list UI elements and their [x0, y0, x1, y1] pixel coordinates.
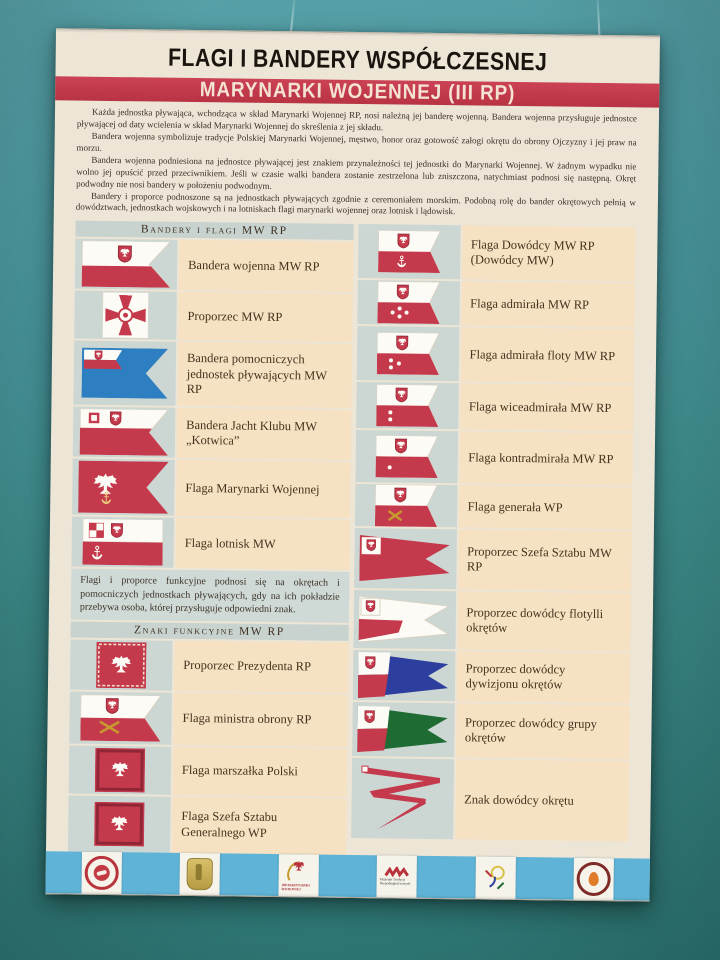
flag-row: Flaga Dowódcy MW RP (Dowódcy MW): [357, 224, 636, 282]
flag-row: Proporzec Szefa Sztabu MW RP: [353, 528, 632, 592]
flag-proporzec-prezydenta-icon: [69, 639, 173, 691]
flag-row: Proporzec MW RP: [74, 290, 353, 343]
flag-label: Flaga ministra obrony RP: [182, 710, 312, 727]
poster-title: FLAGI I BANDERY WSPÓŁCZESNEJ: [167, 44, 548, 77]
flag-row: Proporzec dowódcy dywizjonu okrętów: [352, 650, 631, 704]
right-column: Flaga Dowódcy MW RP (Dowódcy MW) Flaga a…: [350, 224, 636, 858]
flag-label: Flaga kontradmirała MW RP: [468, 449, 614, 466]
flag-label: Bandera pomocniczych jednostek pływający…: [186, 350, 327, 397]
logo-caption: 100 MARYNARKI WOJENNEJ: [281, 883, 310, 892]
flag-row: Proporzec Prezydenta RP: [69, 639, 349, 693]
flag-label: Znak dowódcy okrętu: [464, 791, 574, 808]
flag-row: Flaga Marynarki Wojennej: [72, 458, 351, 519]
flag-label: Bandera Jacht Klubu MW „Kotwica”: [185, 417, 317, 448]
flag-label: Flaga Marynarki Wojennej: [185, 480, 320, 497]
flag-label: Flaga admirała floty MW RP: [469, 346, 616, 363]
flag-wiceadmirala-icon: [355, 382, 459, 430]
flag-row: Proporzec dowódcy grupy okrętów: [351, 702, 630, 760]
flag-label: Proporzec dowódcy flotylli okrętów: [466, 605, 604, 636]
flag-row: Flaga kontradmirała MW RP: [354, 430, 634, 486]
flag-marszalka-icon: [68, 745, 172, 795]
flag-row: Flaga admirała MW RP: [356, 280, 635, 328]
intro-text: Każda jednostka pływająca, wchodząca w s…: [76, 107, 637, 221]
flag-marynarki-wojennej-icon: [72, 458, 175, 517]
flag-label: Flaga Dowódcy MW RP (Dowódcy MW): [470, 237, 595, 268]
flag-row: Proporzec dowódcy flotylli okrętów: [352, 590, 632, 652]
flag-label: Bandera wojenna MW RP: [188, 257, 320, 274]
logo-caption: Muzeum Tradycji Niepodległościowych: [379, 877, 411, 886]
functional-flags-note: Flagi i proporce funkcyjne podnosi się n…: [70, 568, 349, 623]
flag-row: Bandera pomocniczych jednostek pływający…: [73, 340, 352, 409]
flag-row: Flaga wiceadmirała MW RP: [355, 382, 634, 432]
100-years-navy-logo: 100 MARYNARKI WOJENNEJ: [278, 853, 319, 897]
flag-jacht-klub-icon: [72, 406, 176, 459]
section-header-bandery: Bandery i flagi MW RP: [75, 220, 354, 241]
znak-dowodcy-okretu-icon: [350, 758, 454, 840]
flag-label: Flaga Szefa Sztabu Generalnego WP: [181, 809, 278, 840]
flag-bandera-pomocniczych-icon: [73, 340, 177, 407]
flag-label: Proporzec Szefa Sztabu MW RP: [466, 544, 612, 574]
flag-generala-wp-icon: [354, 484, 457, 528]
museum-poster: FLAGI I BANDERY WSPÓŁCZESNEJ MARYNARKI W…: [45, 28, 660, 902]
flag-admirala-icon: [356, 280, 460, 326]
proporzec-grupy-icon: [351, 702, 455, 758]
section-header-znaki: Znaki funkcyjne MW RP: [70, 621, 349, 641]
flag-label: Proporzec MW RP: [187, 308, 283, 324]
flag-label: Flaga marszałka Polski: [181, 762, 299, 779]
flag-bandera-wojenna-icon: [74, 238, 178, 291]
flag-label: Flaga lotnisk MW: [184, 535, 276, 551]
flag-row: Flaga generała WP: [354, 484, 633, 530]
flag-row: Flaga lotnisk MW: [71, 516, 350, 571]
flag-label: Proporzec dowódcy dywizjonu okrętów: [465, 661, 566, 692]
round-maroon-flame-logo: [573, 857, 614, 901]
flag-label: Flaga admirała MW RP: [470, 295, 590, 312]
flag-kontradmirala-icon: [354, 430, 458, 484]
poster-subtitle-band: MARYNARKI WOJENNEJ (III RP): [55, 76, 660, 109]
left-column: Bandery i flagi MW RP Bandera wojenna MW…: [67, 220, 354, 855]
flag-admirala-floty-icon: [356, 326, 459, 382]
round-red-emblem-logo: [81, 851, 122, 895]
flag-row: Flaga ministra obrony RP: [69, 691, 348, 747]
flag-szefa-sztabu-gen-icon: [67, 795, 171, 853]
flag-label: Flaga wiceadmirała MW RP: [468, 398, 612, 415]
proporzec-flotylli-icon: [352, 590, 456, 650]
flag-row: Flaga marszałka Polski: [68, 745, 347, 797]
poster-subtitle: MARYNARKI WOJENNEJ (III RP): [199, 78, 516, 106]
proporzec-szefa-sztabu-icon: [353, 528, 457, 590]
flag-lotnisk-icon: [71, 516, 175, 569]
museum-traditions-logo: Muzeum Tradycji Niepodległościowych: [376, 855, 418, 898]
colorful-abstract-logo: [474, 856, 516, 899]
flag-ministra-obrony-icon: [69, 691, 172, 745]
flag-proporzec-mw-icon: [74, 290, 177, 341]
flag-row: Bandera wojenna MW RP: [74, 238, 353, 293]
poster-top-rail: [56, 28, 660, 38]
gold-crest-logo: [179, 852, 221, 896]
flag-label: Flaga generała WP: [467, 498, 563, 515]
flag-label: Proporzec dowódcy grupy okrętów: [464, 715, 598, 746]
flag-label: Proporzec Prezydenta RP: [183, 657, 312, 674]
proporzec-dywizjonu-icon: [352, 650, 455, 702]
flag-row: Znak dowódcy okrętu: [350, 758, 630, 842]
flag-dowodcy-mw-icon: [357, 224, 461, 280]
flag-row: Flaga admirała floty MW RP: [356, 326, 635, 384]
flag-row: Flaga Szefa Sztabu Generalnego WP: [67, 795, 347, 855]
footer-logo-band: 100 MARYNARKI WOJENNEJ Muzeum Tradycji N…: [45, 851, 650, 901]
flag-row: Bandera Jacht Klubu MW „Kotwica”: [72, 406, 351, 461]
